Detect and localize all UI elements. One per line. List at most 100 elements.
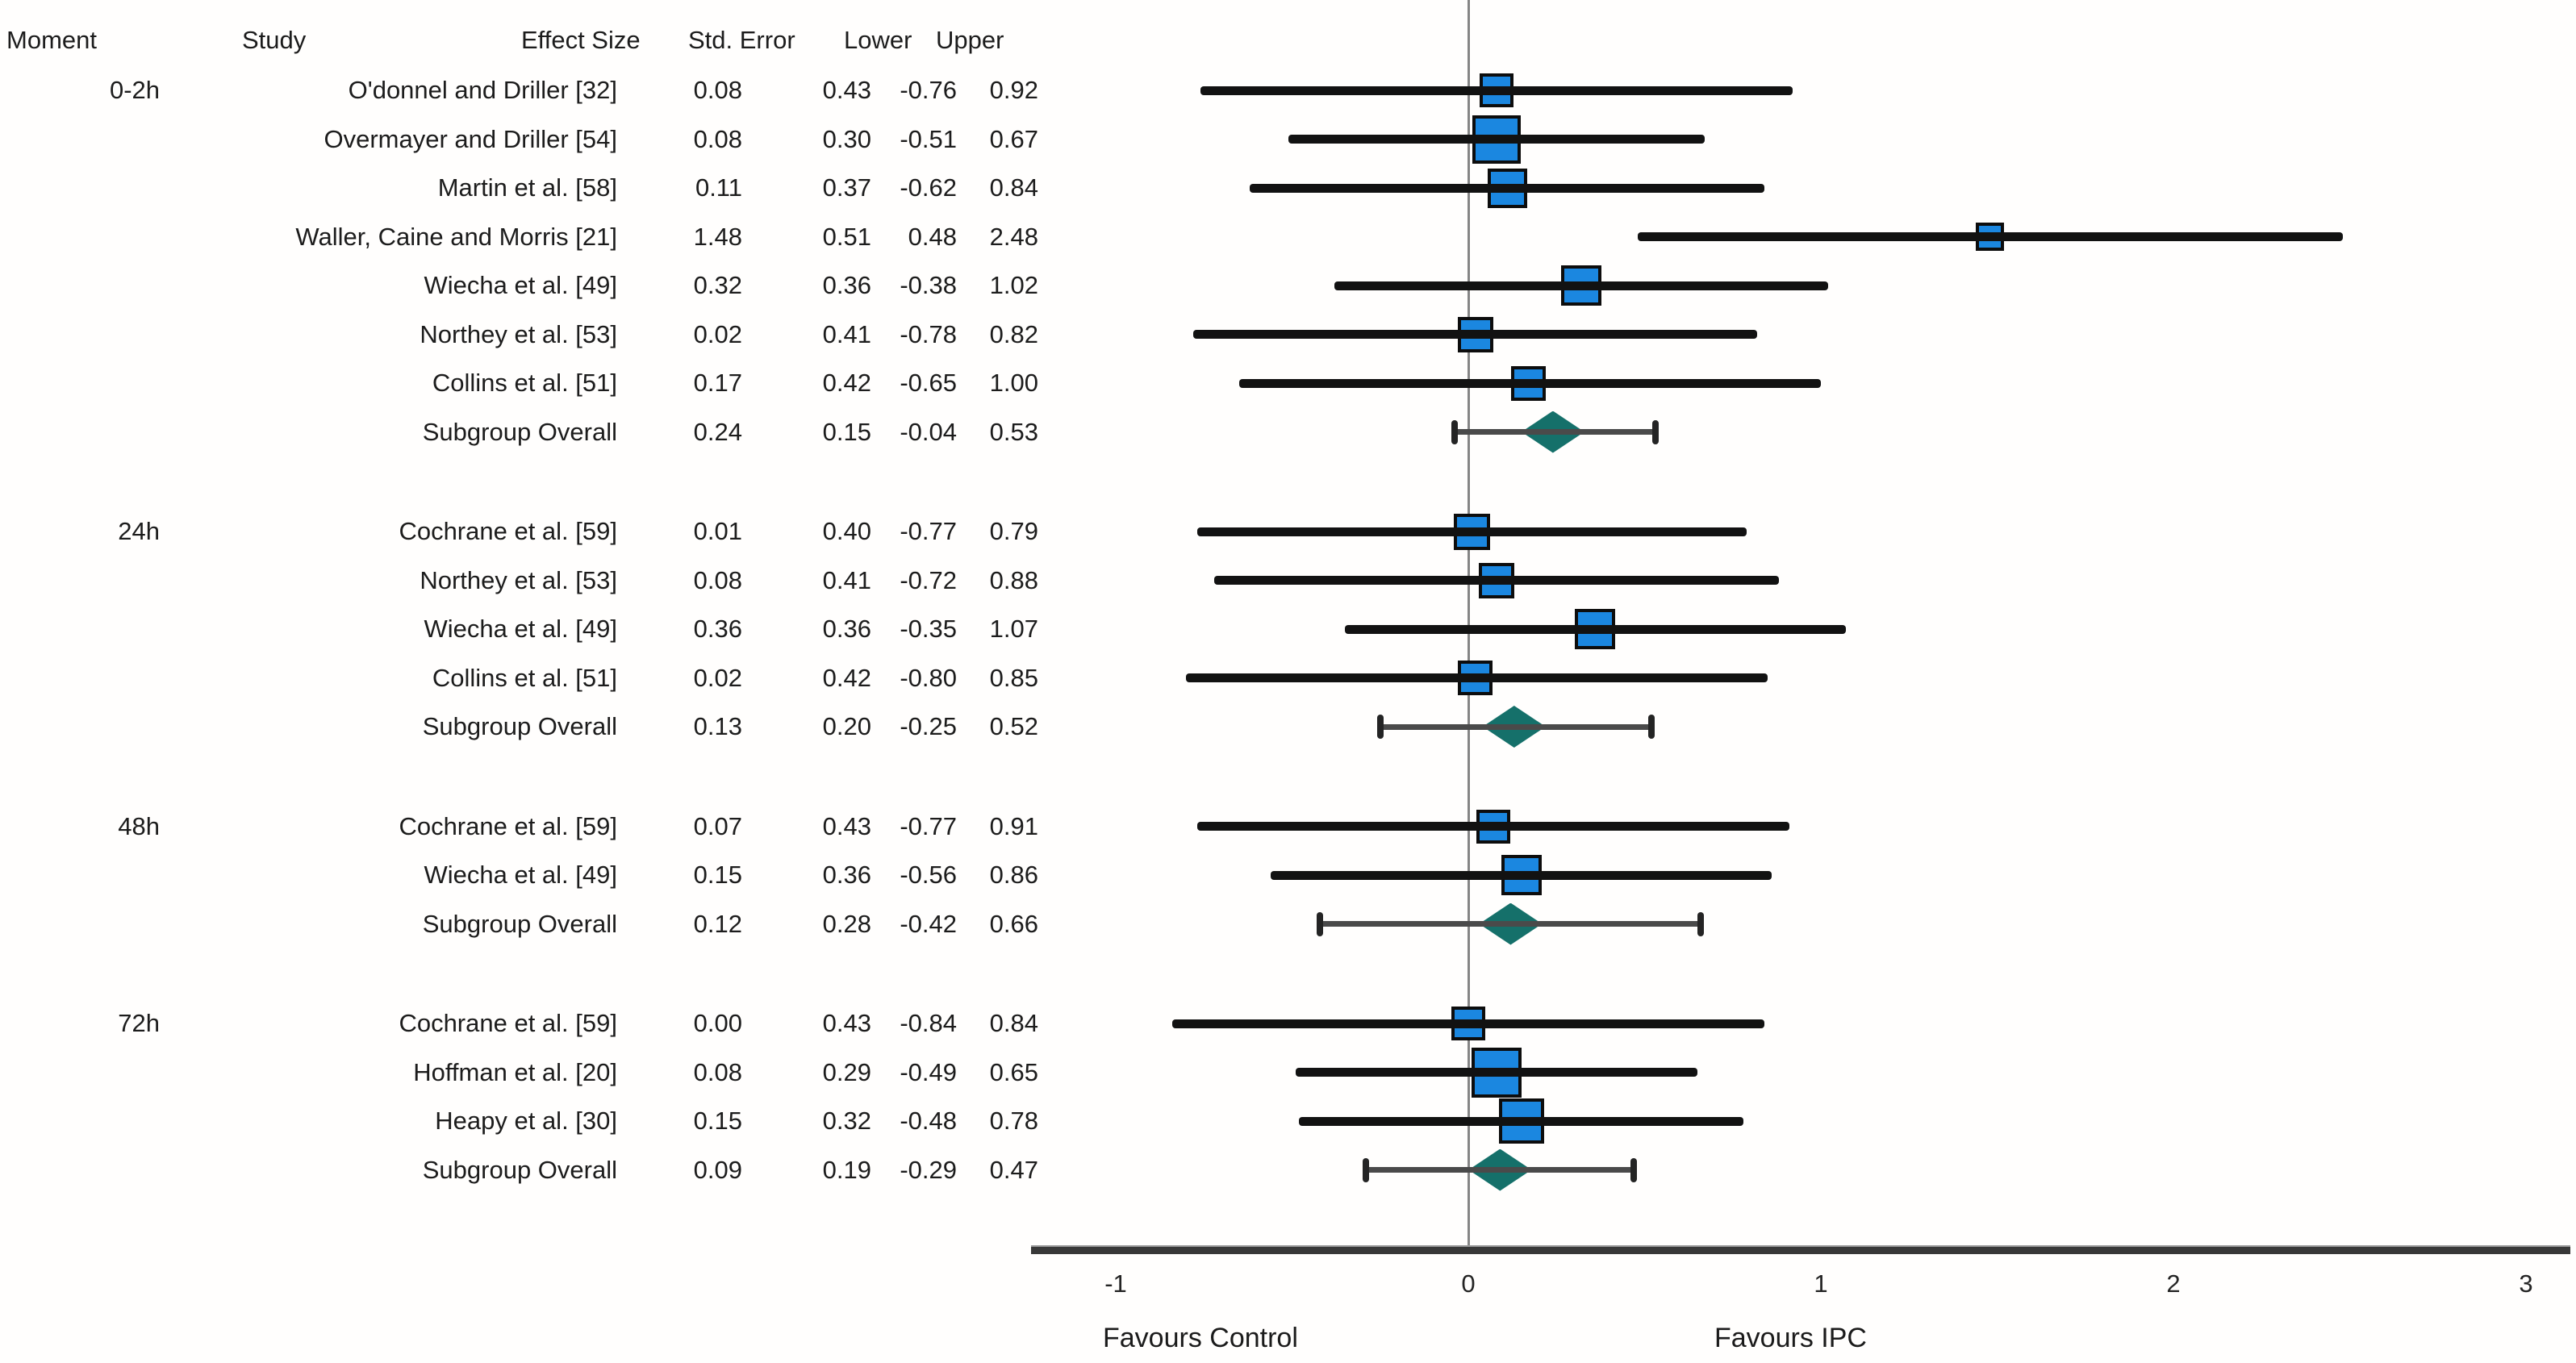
lower-ci-value: -0.62 [900,173,957,202]
moment-label: 24h [118,517,160,545]
effect-size-value: 0.08 [693,124,742,153]
upper-ci-value: 0.47 [989,1155,1038,1184]
moment-label: 72h [118,1009,160,1037]
std-error-value: 0.42 [822,663,871,692]
lower-ci-value: -0.51 [900,124,957,153]
std-error-value: 0.36 [822,271,871,299]
col-header-lower: Lower [844,26,912,54]
upper-ci-value: 1.00 [989,369,1038,397]
overall-confidence-interval-line [1320,921,1701,927]
lower-ci-value: -0.80 [900,663,957,692]
confidence-interval-line [1295,1068,1698,1077]
table-row: Subgroup Overall 0.24 0.15 -0.04 0.53 [0,416,1057,448]
table-row: 24h Cochrane et al. [59] 0.01 0.40 -0.77 0.79 [0,515,1057,548]
effect-size-value: 1.48 [693,222,742,251]
confidence-interval-line [1171,1019,1765,1028]
effect-size-value: 0.15 [693,1107,742,1135]
table-row: 0-2h O'donnel and Driller [32] 0.08 0.43 -0.… [0,74,1057,106]
study-label: Northey et al. [53] [420,565,617,594]
std-error-value: 0.15 [822,417,871,446]
effect-size-value: 0.02 [693,319,742,348]
study-label: Subgroup Overall [422,909,617,938]
upper-ci-value: 2.48 [989,222,1038,251]
moment-label: 48h [118,811,160,840]
table-row: Subgroup Overall 0.12 0.28 -0.42 0.66 [0,908,1057,940]
std-error-value: 0.32 [822,1107,871,1135]
study-label: Cochrane et al. [59] [399,517,617,545]
std-error-value: 0.28 [822,909,871,938]
table-row: 72h Cochrane et al. [59] 0.00 0.43 -0.84 0.84 [0,1007,1057,1040]
x-axis-tick-label: 0 [1461,1269,1476,1298]
effect-size-value: 0.08 [693,1057,742,1086]
upper-ci-value: 0.66 [989,909,1038,938]
std-error-value: 0.19 [822,1155,871,1184]
lower-ci-value: -0.35 [900,615,957,643]
upper-ci-value: 0.67 [989,124,1038,153]
overall-confidence-interval-line [1380,723,1652,730]
effect-size-value: 0.02 [693,663,742,692]
std-error-value: 0.51 [822,222,871,251]
table-row: Wiecha et al. [49] 0.36 0.36 -0.35 1.07 [0,613,1057,645]
upper-ci-value: 1.02 [989,271,1038,299]
table-row: Subgroup Overall 0.13 0.20 -0.25 0.52 [0,711,1057,743]
col-header-effect-size: Effect Size [521,26,641,54]
favours-ipc-label: Favours IPC [1714,1323,1867,1353]
overall-confidence-interval-line [1454,429,1655,435]
lower-ci-value: -0.78 [900,319,957,348]
study-label: Northey et al. [53] [420,319,617,348]
lower-ci-value: -0.04 [900,417,957,446]
col-header-std-error: Std. Error [688,26,795,54]
table-row: Collins et al. [51] 0.02 0.42 -0.80 0.85 [0,662,1057,694]
std-error-value: 0.43 [822,811,871,840]
lower-ci-value: -0.77 [900,517,957,545]
study-label: Subgroup Overall [422,1155,617,1184]
effect-size-value: 0.00 [693,1009,742,1037]
effect-size-value: 0.07 [693,811,742,840]
confidence-interval-line [1334,281,1828,290]
table-row: Collins et al. [51] 0.17 0.42 -0.65 1.00 [0,367,1057,399]
effect-size-value: 0.12 [693,909,742,938]
upper-ci-value: 0.84 [989,173,1038,202]
lower-ci-value: -0.84 [900,1009,957,1037]
lower-ci-value: -0.56 [900,861,957,889]
study-label: Wiecha et al. [49] [424,861,617,889]
study-label: Wiecha et al. [49] [424,615,617,643]
effect-size-value: 0.36 [693,615,742,643]
ci-end-cap [1630,1157,1638,1182]
study-label: Collins et al. [51] [432,369,617,397]
lower-ci-value: -0.72 [900,565,957,594]
upper-ci-value: 0.82 [989,319,1038,348]
lower-ci-value: 0.48 [908,222,957,251]
lower-ci-value: -0.29 [900,1155,957,1184]
effect-size-value: 0.15 [693,861,742,889]
col-header-study: Study [242,26,307,54]
table-row: 48h Cochrane et al. [59] 0.07 0.43 -0.77 0.91 [0,811,1057,843]
std-error-value: 0.41 [822,565,871,594]
upper-ci-value: 0.92 [989,76,1038,104]
std-error-value: 0.36 [822,615,871,643]
col-header-upper: Upper [936,26,1004,54]
confidence-interval-line [1238,378,1821,388]
upper-ci-value: 0.52 [989,712,1038,740]
std-error-value: 0.41 [822,319,871,348]
confidence-interval-line [1186,673,1768,682]
study-label: Collins et al. [51] [432,663,617,692]
ci-end-cap [1651,419,1659,444]
x-axis-tick-label: 2 [2166,1269,2181,1298]
upper-ci-value: 1.07 [989,615,1038,643]
confidence-interval-line [1200,85,1793,95]
table-row: Heapy et al. [30] 0.15 0.32 -0.48 0.78 [0,1105,1057,1137]
study-label: Martin et al. [58] [437,173,617,202]
lower-ci-value: -0.76 [900,76,957,104]
effect-size-value: 0.08 [693,565,742,594]
upper-ci-value: 0.79 [989,517,1038,545]
confidence-interval-line [1250,183,1765,193]
lower-ci-value: -0.42 [900,909,957,938]
std-error-value: 0.40 [822,517,871,545]
study-label: Waller, Caine and Morris [21] [295,222,617,251]
study-label: O'donnel and Driller [32] [348,76,617,104]
lower-ci-value: -0.77 [900,811,957,840]
effect-size-value: 0.09 [693,1155,742,1184]
lower-ci-value: -0.38 [900,271,957,299]
effect-size-value: 0.11 [695,173,742,202]
